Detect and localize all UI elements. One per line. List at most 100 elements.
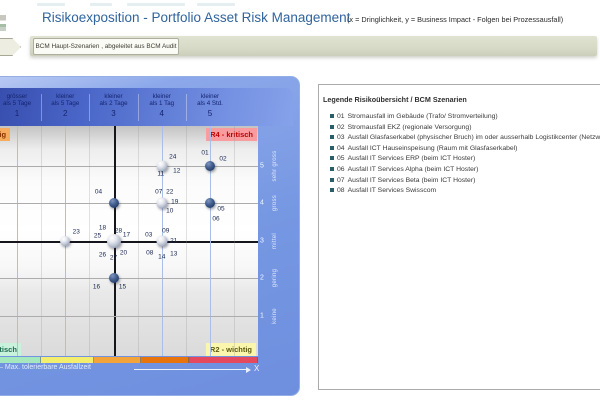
bubble-label: 18 bbox=[98, 224, 107, 232]
y-axis-value: 1 bbox=[260, 312, 264, 320]
zone-label-r1: R1 - nicht kritisch bbox=[0, 343, 21, 356]
y-axis-row-label: sehr gross bbox=[272, 150, 278, 182]
severity-color-bar bbox=[0, 357, 258, 363]
legend-item-text: Ausfall Glasfaserkabel (physischer Bruch… bbox=[347, 134, 600, 142]
bubble-label: 20 bbox=[119, 249, 128, 257]
bubble-label: 09 bbox=[162, 227, 170, 235]
x-axis-column-header: kleiner als 2 Tage 3 bbox=[99, 93, 128, 118]
page-title: Risikoexposition - Portfolio Asset Risk … bbox=[42, 10, 351, 25]
x-axis-column-label-line1: grösser bbox=[6, 93, 28, 100]
legend-item-text: Stromausfall EKZ (regionale Versorgung) bbox=[347, 123, 472, 131]
x-axis-column-label-line2: als 4 Std. bbox=[197, 100, 223, 107]
legend-item-id: 01 bbox=[337, 113, 345, 120]
bubble-label: 13 bbox=[170, 250, 178, 258]
bubble-label: 03 bbox=[145, 231, 153, 239]
x-axis-column-value: 4 bbox=[159, 109, 164, 118]
legend-item-text: Ausfall ICT Hauseinspeisung (Raum mit Gl… bbox=[347, 144, 518, 152]
grid-line-horizontal bbox=[0, 203, 258, 205]
risk-bubble bbox=[205, 198, 215, 209]
risk-bubble bbox=[60, 235, 71, 246]
legend-items: 01 Stromausfall im Gebäude (Trafo/ Stromv… bbox=[330, 112, 600, 197]
x-axis-column-value: 1 bbox=[14, 109, 20, 118]
legend-item: 04 Ausfall ICT Hauseinspeisung (Raum mit … bbox=[330, 144, 600, 155]
legend-bullet-icon bbox=[330, 177, 334, 182]
legend-bullet-icon bbox=[330, 114, 334, 118]
bubble-label: 04 bbox=[94, 188, 103, 196]
grid-line-horizontal bbox=[0, 316, 258, 317]
severity-segment bbox=[41, 357, 94, 363]
legend-item: 06 Ausfall IT Services Alpha (beim ICT Ho… bbox=[330, 165, 600, 176]
legend-bullet-icon bbox=[330, 145, 334, 150]
grid-cell-boundary bbox=[185, 126, 187, 356]
tab-previous-partial[interactable] bbox=[0, 38, 21, 56]
bubble-label: 19 bbox=[171, 198, 179, 206]
bubble-label: 23 bbox=[72, 228, 80, 236]
x-axis-column-label-line1: kleiner bbox=[200, 93, 220, 100]
risk-bubble bbox=[108, 198, 119, 209]
x-axis-column-label-line2: als 5 Tage bbox=[2, 100, 32, 107]
x-axis-column-label-line1: kleiner bbox=[104, 93, 123, 100]
risk-bubble bbox=[156, 235, 168, 247]
x-axis-column-header: kleiner als 5 Tage 2 bbox=[51, 93, 80, 118]
x-axis-arrow bbox=[134, 369, 247, 370]
x-axis-label: Dringlichkeit – Max. tolerierbare Ausfal… bbox=[0, 364, 91, 371]
risk-bubble bbox=[156, 160, 168, 172]
bubble-label: 05 bbox=[217, 205, 225, 213]
legend-item-id: 08 bbox=[337, 187, 345, 195]
legend-item-id: 03 bbox=[337, 134, 345, 142]
bubble-label: 15 bbox=[118, 283, 127, 291]
legend-item-id: 06 bbox=[337, 165, 345, 173]
risk-matrix-panel: grösser als 5 Tage 1 kleiner als 5 Tage 2 klei… bbox=[0, 76, 300, 396]
bubble-label: 28 bbox=[114, 227, 123, 235]
legend-item: 03 Ausfall Glasfaserkabel (physischer Bru… bbox=[330, 133, 600, 144]
bubble-label: 11 bbox=[157, 170, 165, 178]
legend-bullet-icon bbox=[330, 124, 334, 129]
risk-bubble bbox=[108, 273, 119, 284]
bubble-label: 24 bbox=[169, 153, 177, 161]
x-axis-column-value: 3 bbox=[111, 109, 116, 118]
bubble-label: 26 bbox=[98, 251, 107, 259]
legend-item-text: Ausfall IT Services Alpha (beim ICT Host… bbox=[347, 165, 479, 173]
severity-segment bbox=[0, 357, 41, 363]
legend-item: 08 Ausfall IT Services Swisscom bbox=[330, 186, 600, 197]
legend-item-id: 07 bbox=[337, 176, 345, 184]
legend-bullet-icon bbox=[330, 188, 334, 193]
bubble-label: 12 bbox=[173, 167, 181, 175]
grid-line-horizontal bbox=[0, 278, 258, 280]
grid-line-vertical bbox=[210, 126, 211, 356]
x-axis-column-value: 5 bbox=[207, 109, 213, 118]
severity-segment bbox=[94, 357, 141, 363]
legend-item: 05 Ausfall IT Services ERP (beim ICT Host… bbox=[330, 154, 600, 165]
zone-label-r2: R2 - wichtig bbox=[205, 343, 256, 356]
legend-item-text: Ausfall IT Services Swisscom bbox=[347, 187, 437, 195]
x-axis-column-label-line2: als 5 Tage bbox=[51, 100, 80, 107]
bubble-label: 01 bbox=[201, 149, 209, 157]
bubble-label: 21 bbox=[170, 237, 178, 245]
header-separator bbox=[185, 94, 187, 121]
bubble-label: 07 bbox=[155, 188, 163, 196]
legend-bullet-icon bbox=[330, 166, 334, 171]
legend-title: Legende Risikoübersicht / BCM Szenarien bbox=[323, 95, 467, 104]
y-axis-value: 3 bbox=[260, 237, 264, 245]
x-axis-column-label-line2: als 2 Tage bbox=[99, 100, 128, 107]
bubble-label: 14 bbox=[158, 253, 166, 261]
bubble-label: 10 bbox=[166, 207, 174, 215]
legend-item: 07 Ausfall IT Services Beta (beim ICT Hos… bbox=[330, 176, 600, 187]
faint-toolbar-text bbox=[197, 3, 235, 6]
logo-fragment bbox=[0, 15, 6, 31]
x-axis-column-label-line1: kleiner bbox=[152, 93, 171, 100]
header-separator bbox=[89, 94, 91, 121]
grid-line-horizontal bbox=[0, 165, 258, 167]
legend-item-text: Ausfall IT Services Beta (beim ICT Hoste… bbox=[347, 176, 476, 184]
x-axis-arrowhead bbox=[246, 366, 251, 373]
grid-cell-boundary bbox=[234, 126, 235, 356]
legend-bullet-icon bbox=[330, 156, 334, 161]
zone-label-r4: R4 - kritisch bbox=[206, 128, 257, 141]
risk-bubble bbox=[156, 197, 168, 209]
tab-bcm-haupt-szenarien[interactable]: BCM Haupt-Szenarien , abgeleitet aus BCM… bbox=[33, 38, 179, 55]
legend-item-id: 02 bbox=[337, 123, 345, 131]
grid-line-horizontal bbox=[0, 240, 258, 243]
x-axis-letter: X bbox=[254, 364, 260, 373]
legend-bullet-icon bbox=[330, 135, 334, 140]
